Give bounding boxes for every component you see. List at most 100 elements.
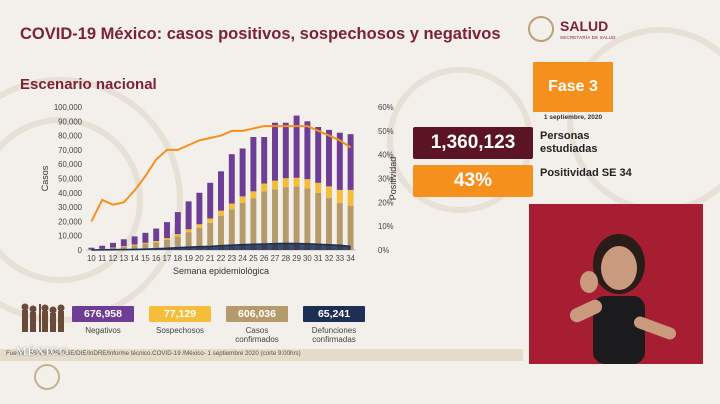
positivity-line: [90, 125, 352, 222]
page-title: COVID-19 México: casos positivos, sospec…: [20, 25, 501, 43]
bar-segment: [218, 171, 224, 211]
suspected-label: Sospechosos: [155, 326, 205, 335]
bar-segment: [304, 179, 311, 189]
x-tick-label: 34: [346, 254, 355, 263]
bar-segment: [153, 228, 160, 241]
bar-segment: [218, 215, 224, 250]
bar-segment: [207, 218, 214, 223]
confirmed-label: Casos confirmados: [235, 326, 279, 344]
bar-segment: [336, 202, 343, 250]
x-tick-label: 25: [249, 254, 258, 263]
x-tick-label: 11: [98, 254, 106, 263]
bar-segment: [326, 129, 332, 187]
bar-segment: [120, 246, 127, 250]
x-tick-label: 24: [238, 254, 247, 263]
bar-segment: [347, 134, 354, 190]
bar-segment: [228, 154, 235, 204]
x-tick-label: 28: [281, 254, 290, 263]
bar-segment: [142, 243, 149, 250]
bar-segment: [272, 180, 278, 190]
logo-tagline: SECRETARÍA DE SALUD: [560, 35, 616, 40]
bar-segment: [131, 245, 138, 250]
studied-value: 1,360,123: [413, 127, 533, 159]
y-tick-label: 40,000: [58, 189, 83, 198]
bar-segment: [185, 232, 192, 250]
phase-date: 1 septiembre, 2020: [543, 114, 603, 121]
y-tick-label: 60,000: [58, 160, 83, 169]
y2-tick-label: 60%: [378, 103, 394, 112]
deaths-value: 65,241: [303, 306, 365, 322]
x-tick-label: 17: [163, 254, 172, 263]
bar-segment: [164, 222, 170, 239]
salud-logo: SALUD SECRETARÍA DE SALUD: [528, 16, 648, 46]
bar-segment: [250, 198, 257, 250]
x-tick-label: 14: [130, 254, 139, 263]
bar-segment: [336, 132, 343, 190]
deaths-label: Defunciones confirmadas: [311, 326, 357, 344]
bar-segment: [228, 209, 235, 250]
heroes-illustration: [21, 303, 65, 332]
y-tick-label: 50,000: [58, 175, 83, 184]
y2-tick-label: 50%: [378, 127, 394, 136]
legend-negatives: 676,958 Negativos: [72, 306, 134, 335]
x-tick-label: 26: [260, 254, 269, 263]
bar-segment: [153, 242, 160, 250]
bar-segment: [207, 222, 214, 250]
bar-segment: [164, 239, 170, 250]
bar-segment: [174, 234, 181, 237]
bar-segment: [185, 229, 192, 233]
bottom-seal-icon: [34, 364, 60, 390]
bar-segment: [272, 122, 278, 181]
y-tick-label: 10,000: [58, 232, 83, 241]
y2-tick-label: 30%: [378, 175, 394, 184]
x-tick-label: 32: [325, 254, 334, 263]
positivity-label: Positividad SE 34: [540, 167, 632, 179]
bar-segment: [99, 245, 106, 249]
x-tick-label: 20: [195, 254, 204, 263]
bar-segment: [120, 246, 127, 247]
bar-segment: [315, 182, 322, 193]
x-tick-label: 33: [335, 254, 344, 263]
negatives-label: Negativos: [85, 326, 121, 335]
bar-segment: [153, 240, 160, 243]
bar-segment: [228, 203, 235, 210]
positivity-value: 43%: [413, 165, 533, 197]
bar-segment: [293, 186, 300, 250]
studied-label: Personas estudiadas: [540, 130, 598, 155]
y2-tick-label: 0%: [378, 246, 389, 255]
logo-word: SALUD: [560, 18, 609, 34]
y-tick-label: 30,000: [58, 203, 83, 212]
bar-segment: [250, 191, 257, 199]
y-axis-label: Casos: [40, 165, 50, 191]
seal-icon: [528, 16, 554, 42]
bar-segment: [261, 191, 268, 250]
bar-segment: [174, 212, 181, 235]
x-tick-label: 13: [119, 254, 128, 263]
bar-segment: [347, 189, 354, 206]
y-tick-label: 0: [78, 246, 83, 255]
bar-segment: [293, 115, 300, 178]
phase-badge: Fase 3: [533, 62, 613, 112]
bar-segment: [174, 236, 181, 250]
bar-segment: [315, 127, 322, 183]
bar-segment: [326, 186, 332, 198]
deaths-line: [91, 242, 351, 251]
bar-segment: [304, 188, 311, 250]
x-tick-label: 15: [141, 254, 150, 263]
bar-segment: [304, 121, 311, 180]
bar-segment: [142, 242, 149, 244]
sign-language-interpreter: [529, 204, 703, 364]
deaths-area: [91, 243, 351, 250]
bar-segment: [272, 189, 278, 250]
bar-segment: [261, 137, 268, 184]
bar-segment: [261, 183, 268, 192]
x-tick-label: 30: [303, 254, 312, 263]
bar-segment: [131, 244, 138, 246]
x-tick-label: 10: [87, 254, 96, 263]
x-tick-label: 21: [206, 254, 215, 263]
bar-segment: [120, 239, 127, 247]
x-axis-label: Semana epidemiológica: [173, 266, 269, 276]
bar-segment: [142, 232, 149, 243]
bar-segment: [293, 177, 300, 187]
legend-deaths: 65,241 Defunciones confirmadas: [303, 306, 365, 344]
